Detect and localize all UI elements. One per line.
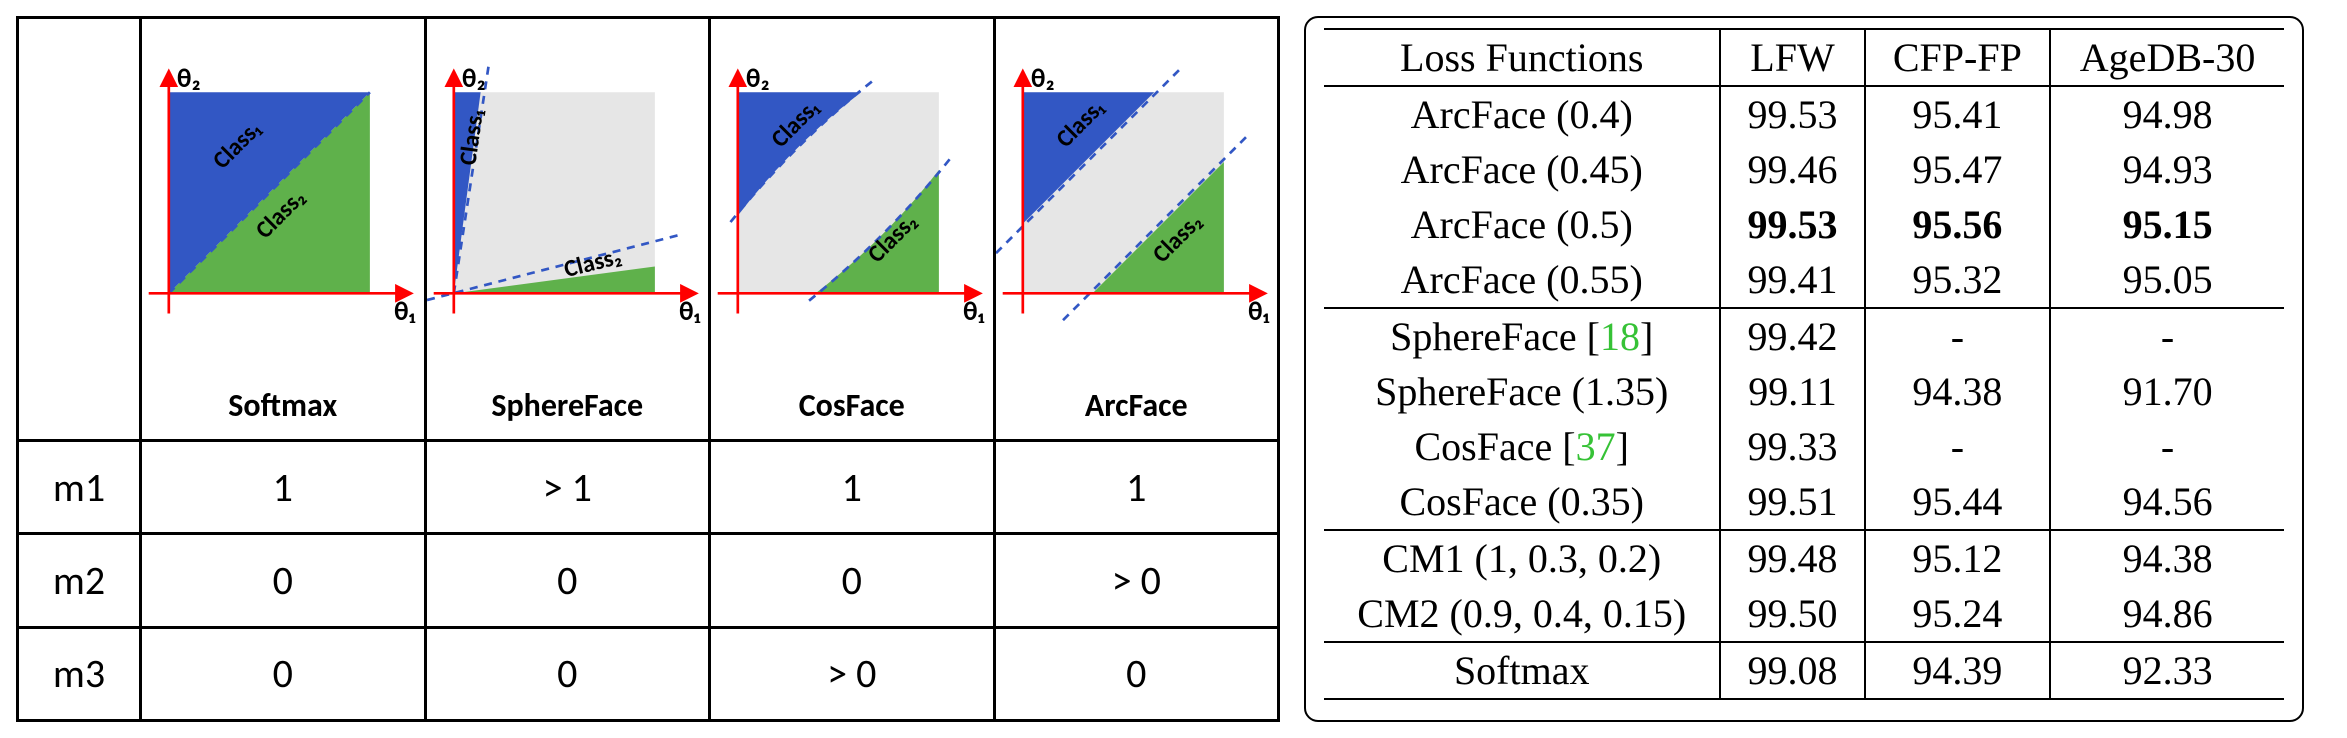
plot-cell: θ₁θ₂Class₁Class₂Softmax xyxy=(141,18,426,441)
table-row: ArcFace (0.5)99.5395.5695.15 xyxy=(1324,197,2284,252)
m-cell: > 0 xyxy=(994,534,1279,627)
metric-cell: 99.51 xyxy=(1720,474,1864,530)
m-cell: > 0 xyxy=(710,627,995,720)
m-cell: 0 xyxy=(710,534,995,627)
metric-cell: 99.50 xyxy=(1720,586,1864,642)
loss-name: CosFace [37] xyxy=(1324,419,1720,474)
svg-text:θ₂: θ₂ xyxy=(177,62,201,95)
m-cell: 0 xyxy=(425,534,710,627)
svg-text:θ₂: θ₂ xyxy=(1030,62,1054,95)
plot-caption: CosFace xyxy=(711,380,993,439)
metric-cell: 95.05 xyxy=(2050,252,2284,308)
table-row: CM2 (0.9, 0.4, 0.15)99.5095.2494.86 xyxy=(1324,586,2284,642)
row-header: m2 xyxy=(18,534,141,627)
loss-name: ArcFace (0.45) xyxy=(1324,142,1720,197)
plot-cell: θ₁θ₂Class₁Class₂ArcFace xyxy=(994,18,1279,441)
metric-cell: 99.53 xyxy=(1720,197,1864,252)
metric-cell: 94.38 xyxy=(2050,530,2284,586)
metric-cell: 95.44 xyxy=(1865,474,2051,530)
metric-cell: 95.24 xyxy=(1865,586,2051,642)
metric-cell: 95.32 xyxy=(1865,252,2051,308)
svg-text:θ₂: θ₂ xyxy=(746,62,770,95)
col-header: AgeDB-30 xyxy=(2050,29,2284,86)
plot-cell: θ₁θ₂Class₁Class₂SphereFace xyxy=(425,18,710,441)
loss-name: Softmax xyxy=(1324,642,1720,699)
plot-caption: SphereFace xyxy=(427,380,709,439)
m-cell: 1 xyxy=(710,441,995,534)
metric-cell: 99.08 xyxy=(1720,642,1864,699)
metric-cell: 95.47 xyxy=(1865,142,2051,197)
plot-caption: Softmax xyxy=(142,380,424,439)
loss-name: ArcFace (0.4) xyxy=(1324,86,1720,142)
results-body: ArcFace (0.4)99.5395.4194.98ArcFace (0.4… xyxy=(1324,86,2284,699)
col-header: Loss Functions xyxy=(1324,29,1720,86)
metric-cell: 99.48 xyxy=(1720,530,1864,586)
table-row: CosFace (0.35)99.5195.4494.56 xyxy=(1324,474,2284,530)
margin-diagram-table: θ₁θ₂Class₁Class₂Softmax θ₁θ₂Class₁Class₂… xyxy=(16,16,1280,722)
loss-name: ArcFace (0.5) xyxy=(1324,197,1720,252)
table-row: ArcFace (0.4)99.5395.4194.98 xyxy=(1324,86,2284,142)
metric-cell: 99.33 xyxy=(1720,419,1864,474)
row-header: m1 xyxy=(18,441,141,534)
metric-cell: 94.39 xyxy=(1865,642,2051,699)
m-cell: 0 xyxy=(425,627,710,720)
plot-caption: ArcFace xyxy=(996,380,1278,439)
metric-cell: 95.12 xyxy=(1865,530,2051,586)
metric-cell: 99.53 xyxy=(1720,86,1864,142)
results-panel: Loss Functions LFW CFP-FP AgeDB-30 ArcFa… xyxy=(1304,16,2304,722)
svg-text:θ₁: θ₁ xyxy=(963,295,985,328)
loss-name: CM1 (1, 0.3, 0.2) xyxy=(1324,530,1720,586)
m-cell: 1 xyxy=(994,441,1279,534)
table-row: CosFace [37]99.33-- xyxy=(1324,419,2284,474)
loss-name: SphereFace [18] xyxy=(1324,308,1720,364)
loss-name: CM2 (0.9, 0.4, 0.15) xyxy=(1324,586,1720,642)
m-cell: 1 xyxy=(141,441,426,534)
metric-cell: 95.15 xyxy=(2050,197,2284,252)
metric-cell: 94.86 xyxy=(2050,586,2284,642)
metric-cell: 99.42 xyxy=(1720,308,1864,364)
metric-cell: - xyxy=(2050,308,2284,364)
col-header: CFP-FP xyxy=(1865,29,2051,86)
metric-cell: 94.56 xyxy=(2050,474,2284,530)
metric-cell: 94.98 xyxy=(2050,86,2284,142)
table-row: ArcFace (0.45)99.4695.4794.93 xyxy=(1324,142,2284,197)
m-cell: 0 xyxy=(141,627,426,720)
loss-name: ArcFace (0.55) xyxy=(1324,252,1720,308)
metric-cell: - xyxy=(1865,419,2051,474)
metric-cell: 91.70 xyxy=(2050,364,2284,419)
svg-text:θ₁: θ₁ xyxy=(1248,295,1270,328)
metric-cell: 99.11 xyxy=(1720,364,1864,419)
table-row: Softmax99.0894.3992.33 xyxy=(1324,642,2284,699)
metric-cell: 95.41 xyxy=(1865,86,2051,142)
results-header-row: Loss Functions LFW CFP-FP AgeDB-30 xyxy=(1324,29,2284,86)
table-row: CM1 (1, 0.3, 0.2)99.4895.1294.38 xyxy=(1324,530,2284,586)
table-row: SphereFace (1.35)99.1194.3891.70 xyxy=(1324,364,2284,419)
metric-cell: 94.93 xyxy=(2050,142,2284,197)
m-cell: 0 xyxy=(141,534,426,627)
col-header: LFW xyxy=(1720,29,1864,86)
table-row: ArcFace (0.55)99.4195.3295.05 xyxy=(1324,252,2284,308)
metric-cell: 94.38 xyxy=(1865,364,2051,419)
corner-cell xyxy=(18,18,141,441)
metric-cell: 99.41 xyxy=(1720,252,1864,308)
svg-text:θ₂: θ₂ xyxy=(461,62,485,95)
metric-cell: - xyxy=(1865,308,2051,364)
row-header: m3 xyxy=(18,627,141,720)
metric-cell: 99.46 xyxy=(1720,142,1864,197)
metric-cell: - xyxy=(2050,419,2284,474)
svg-text:θ₁: θ₁ xyxy=(679,295,701,328)
m-cell: 0 xyxy=(994,627,1279,720)
m-cell: > 1 xyxy=(425,441,710,534)
metric-cell: 95.56 xyxy=(1865,197,2051,252)
results-table: Loss Functions LFW CFP-FP AgeDB-30 ArcFa… xyxy=(1324,28,2284,700)
loss-name: CosFace (0.35) xyxy=(1324,474,1720,530)
metric-cell: 92.33 xyxy=(2050,642,2284,699)
loss-name: SphereFace (1.35) xyxy=(1324,364,1720,419)
svg-text:θ₁: θ₁ xyxy=(394,295,416,328)
table-row: SphereFace [18]99.42-- xyxy=(1324,308,2284,364)
plot-cell: θ₁θ₂Class₁Class₂CosFace xyxy=(710,18,995,441)
